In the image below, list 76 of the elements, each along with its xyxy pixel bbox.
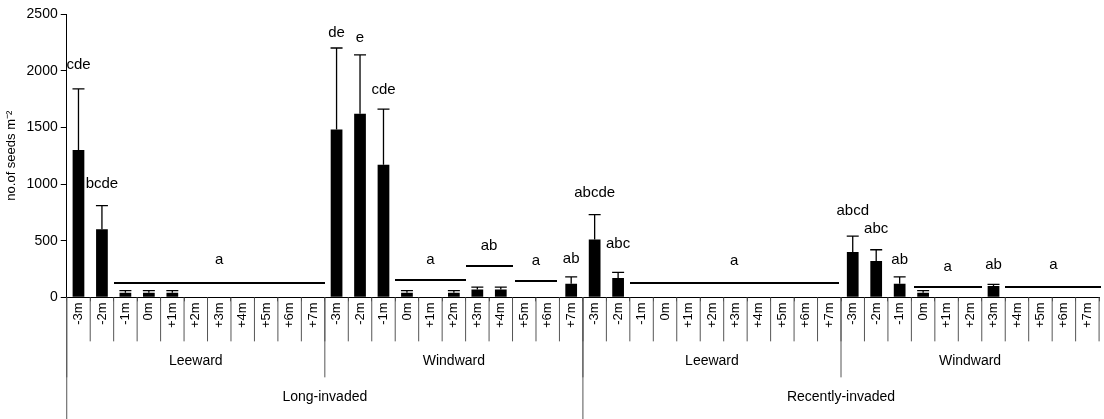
text: Windward [938,352,1002,369]
x-tick-label: +4m [492,302,508,329]
x-tick-label: +1m [680,302,696,329]
annotation: a [215,250,225,268]
x-tick-label: 0m [398,302,414,321]
x-tick-label: -3m [70,302,86,325]
x-tick-label: +2m [961,302,977,329]
x-tick-label: -3m [586,302,602,325]
x-tick-label: +3m [468,302,484,329]
y-tick-label: 1500 [26,118,58,135]
annotation: cde [66,55,91,73]
annotation: abc [606,234,631,252]
annotation: abcde [574,183,616,201]
x-tick-label: +2m [187,302,203,329]
x-tick-label: +5m [1032,302,1048,329]
x-tick-label: +5m [257,302,273,329]
x-tick-label: -3m [844,302,860,325]
text: Leeward [685,352,739,369]
annotation: a [943,256,953,274]
x-tick-label: -1m [116,302,132,325]
x-tick-label: +6m [281,302,297,329]
x-tick-label: +4m [234,302,250,329]
y-tick-label: 0 [49,288,58,305]
x-tick-label: 0m [140,302,156,321]
x-tick-label: +3m [210,302,226,329]
x-tick-label: -1m [375,302,391,325]
x-tick-label: +1m [421,302,437,329]
annotation: ab [985,254,1002,272]
y-tick-label: 2000 [26,61,58,78]
x-tick-label: +6m [1055,302,1071,329]
text: Recently-invaded [786,388,896,405]
annotation: de [328,23,345,41]
y-tick-label: 1000 [26,174,58,191]
annotation: bcde [85,174,119,192]
annotation: a [730,251,740,269]
text: Leeward [168,352,223,369]
x-tick-label: +1m [938,302,954,329]
annotation: abc [864,219,889,237]
x-tick-label: +4m [750,302,766,329]
x-tick-label: +4m [1008,302,1024,329]
x-tick-label: 0m [914,302,930,321]
x-tick-label: +6m [539,302,555,329]
x-tick-label: -1m [633,302,649,325]
annotation: abcd [836,201,869,219]
x-tick-label: 0m [656,302,672,321]
x-tick-label: -2m [867,302,883,325]
x-tick-label: +2m [445,302,461,329]
annotation: a [531,251,541,269]
x-tick-label: -2m [351,302,367,325]
x-tick-label: +3m [727,302,742,329]
x-tick-label: +3m [985,302,1001,329]
annotation: a [426,250,436,268]
text: Windward [422,352,485,369]
x-tick-label: -3m [328,302,344,325]
x-tick-label: +6m [797,302,813,329]
annotation: a [1049,254,1059,272]
x-tick-label: -1m [891,302,907,325]
x-tick-label: +7m [304,302,320,329]
x-tick-label: -2m [609,302,625,325]
annotation: ab [891,250,908,268]
x-tick-label: +2m [703,302,719,329]
annotation: ab [562,248,580,266]
x-tick-label: +7m [820,302,836,329]
x-tick-label: +5m [773,302,789,329]
x-tick-label: +7m [1078,302,1094,329]
x-tick-label: +5m [515,302,531,329]
text: Long-invaded [282,388,368,405]
y-tick-label: 2500 [26,4,58,21]
y-tick-label: 500 [34,231,58,248]
x-tick-label: -2m [93,302,109,325]
annotation: ab [480,236,498,254]
annotation: cde [371,80,396,98]
x-tick-label: +7m [562,302,578,329]
annotation: e [355,27,365,45]
x-tick-label: +1m [163,302,179,329]
y-axis-title: no.of seeds m⁻² [3,110,19,201]
